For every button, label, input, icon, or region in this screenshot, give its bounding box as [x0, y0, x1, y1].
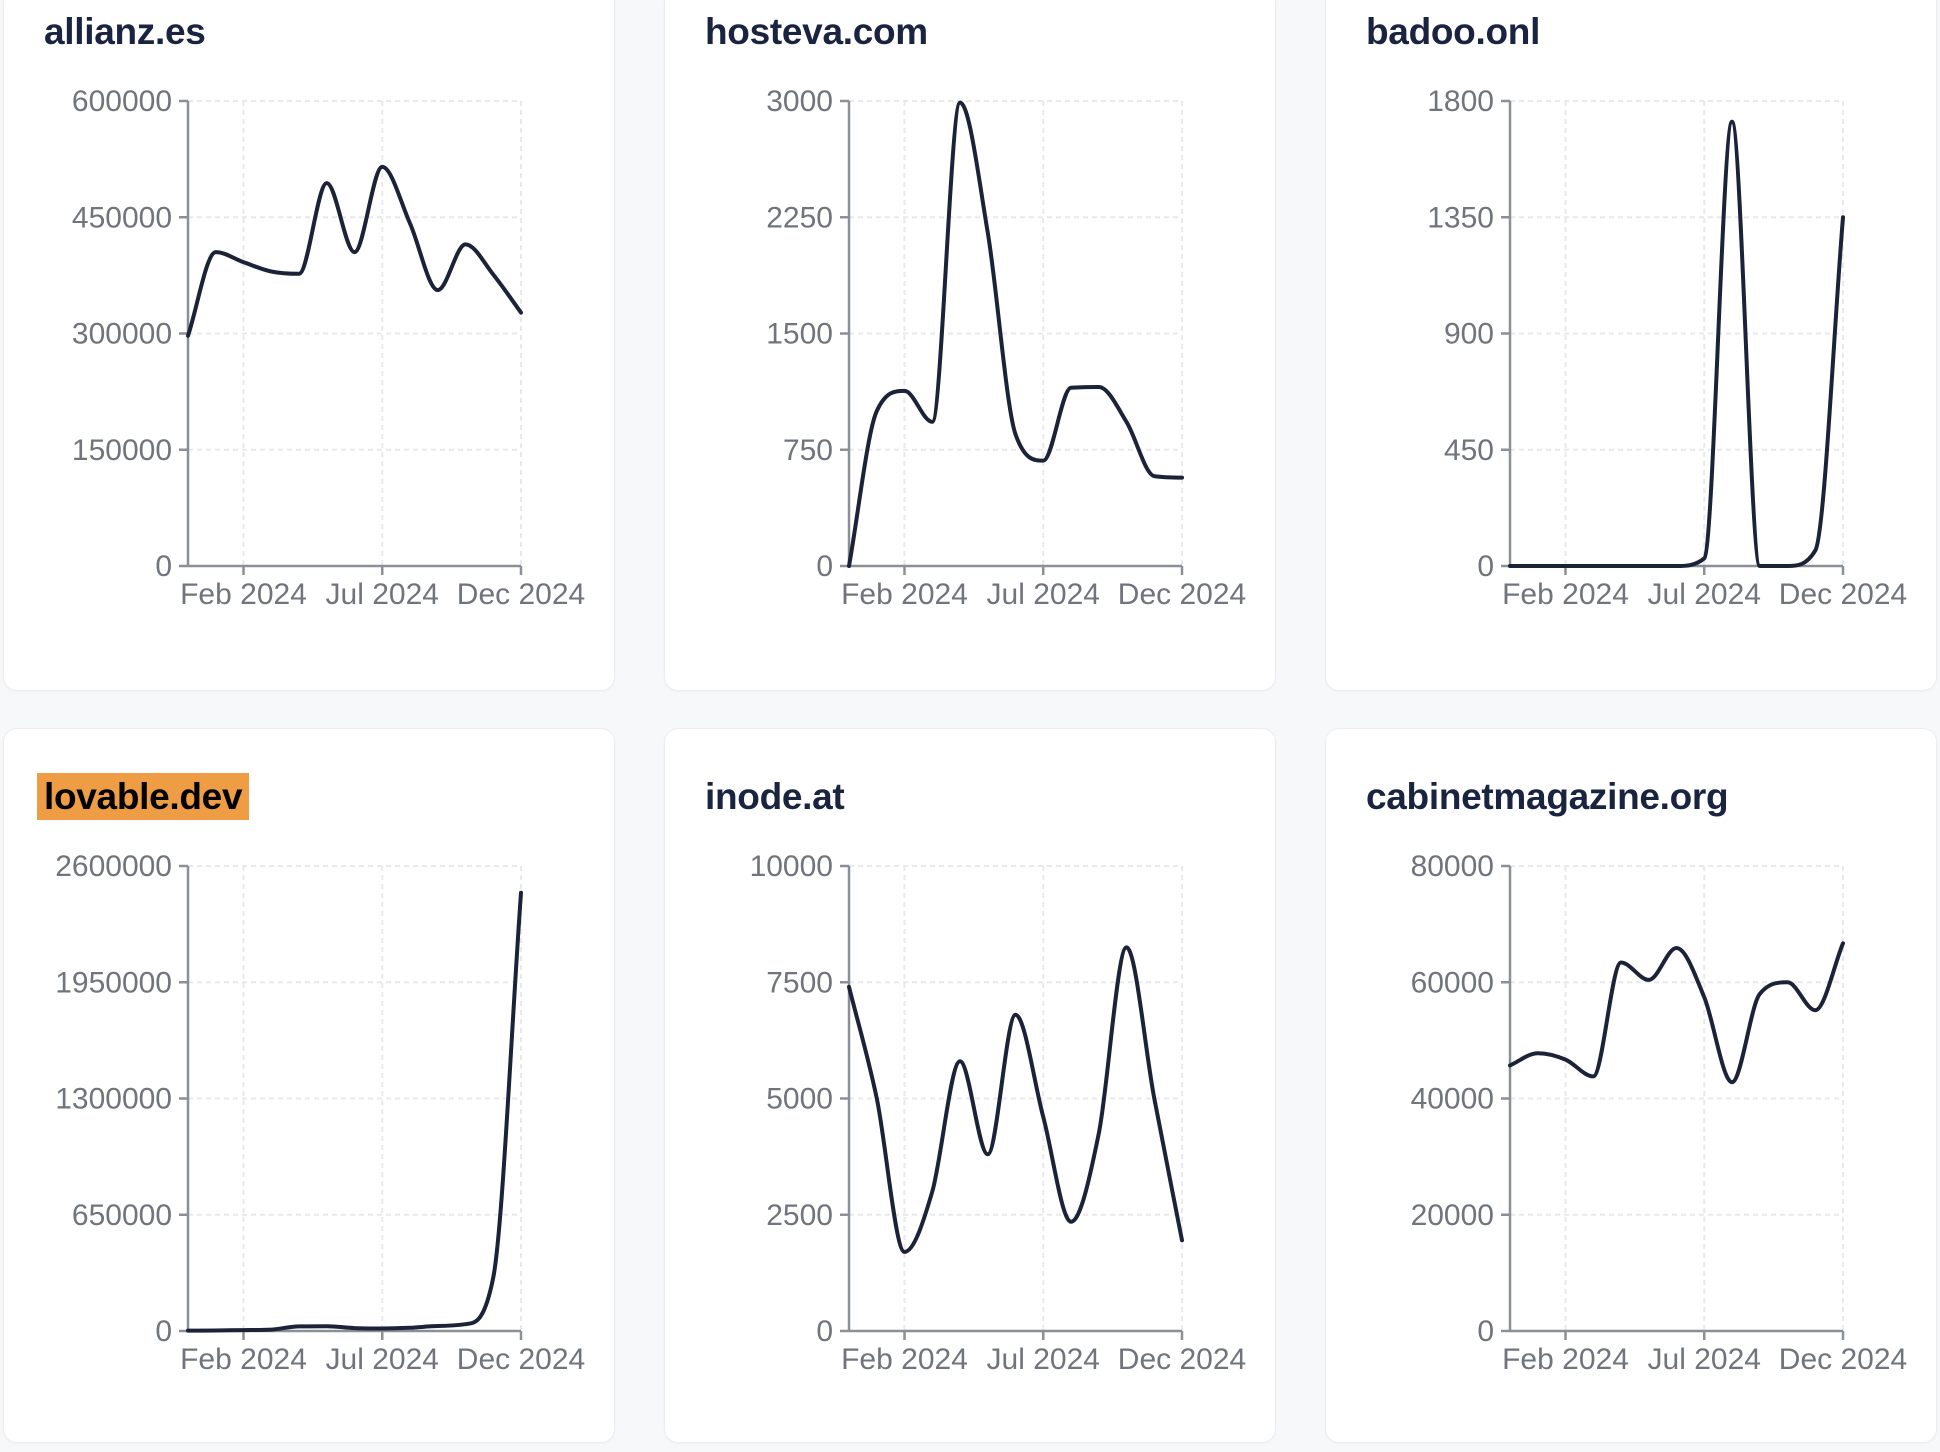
y-tick-label: 750 — [783, 434, 833, 467]
domain-label: inode.at — [705, 776, 845, 817]
card-inode-at: inode.at 0 2500 5000 7500 10000 Feb 2024 Jul 2… — [664, 728, 1276, 1443]
line-chart: 0 2500 5000 7500 10000 Feb 2024 Jul 2024 Dec 20… — [750, 850, 1247, 1376]
domain-label: cabinetmagazine.org — [1366, 776, 1729, 817]
y-tick-label: 650000 — [72, 1199, 172, 1232]
line-chart: 0 450 900 1350 1800 Feb 2024 Jul 2024 Dec 2024 — [1427, 85, 1907, 611]
x-tick-label: Feb 2024 — [180, 578, 307, 611]
chart-title: lovable.dev — [4, 773, 614, 820]
card-lovable-dev: lovable.dev 0 650000 1300000 1950000 2600000… — [3, 728, 615, 1443]
y-tick-label: 1500 — [766, 318, 833, 351]
domain-label: allianz.es — [44, 11, 206, 52]
y-tick-label: 10000 — [750, 850, 833, 883]
x-tick-label: Dec 2024 — [457, 1343, 585, 1376]
line-series — [186, 890, 523, 1333]
y-tick-label: 1350 — [1427, 201, 1494, 234]
y-tick-label: 40000 — [1411, 1083, 1494, 1116]
x-tick-label: Jul 2024 — [1648, 578, 1761, 611]
x-tick-label: Dec 2024 — [457, 578, 585, 611]
x-tick-label: Dec 2024 — [1779, 1343, 1907, 1376]
chart-title: cabinetmagazine.org — [1326, 777, 1936, 817]
y-tick-label: 1800 — [1427, 85, 1494, 118]
x-tick-label: Feb 2024 — [841, 578, 968, 611]
y-tick-label: 7500 — [766, 966, 833, 999]
y-tick-label: 450000 — [72, 201, 172, 234]
x-tick-label: Feb 2024 — [180, 1343, 307, 1376]
line-series — [186, 164, 523, 338]
y-tick-label: 600000 — [72, 85, 172, 118]
card-hosteva-com: hosteva.com 0 750 1500 2250 3000 Feb 2024 Jul … — [664, 0, 1276, 691]
domain-label: badoo.onl — [1366, 11, 1541, 52]
x-tick-label: Feb 2024 — [1502, 1343, 1629, 1376]
card-allianz-es: allianz.es 0 150000 300000 450000 600000 Feb … — [3, 0, 615, 691]
line-chart: 0 750 1500 2250 3000 Feb 2024 Jul 2024 Dec 2024 — [766, 85, 1246, 611]
y-tick-label: 0 — [816, 1315, 833, 1348]
line-chart: 0 20000 40000 60000 80000 Feb 2024 Jul 2024 Dec… — [1411, 850, 1908, 1376]
x-tick-label: Jul 2024 — [987, 578, 1100, 611]
y-tick-label: 2500 — [766, 1199, 833, 1232]
x-tick-label: Feb 2024 — [841, 1343, 968, 1376]
y-tick-label: 900 — [1444, 318, 1494, 351]
y-tick-label: 5000 — [766, 1083, 833, 1116]
y-tick-label: 0 — [816, 550, 833, 583]
y-tick-label: 80000 — [1411, 850, 1494, 883]
y-tick-label: 0 — [155, 1315, 172, 1348]
y-tick-label: 20000 — [1411, 1199, 1494, 1232]
chart-title: inode.at — [665, 777, 1275, 817]
line-series — [847, 945, 1184, 1254]
x-tick-label: Dec 2024 — [1779, 578, 1907, 611]
y-tick-label: 1950000 — [55, 966, 172, 999]
y-tick-label: 0 — [1477, 550, 1494, 583]
chart-title: allianz.es — [4, 12, 614, 52]
y-tick-label: 0 — [1477, 1315, 1494, 1348]
y-tick-label: 1300000 — [55, 1083, 172, 1116]
y-tick-label: 450 — [1444, 434, 1494, 467]
y-tick-label: 2250 — [766, 201, 833, 234]
chart-title: hosteva.com — [665, 12, 1275, 52]
line-series — [847, 100, 1184, 568]
x-tick-label: Dec 2024 — [1118, 578, 1246, 611]
line-series — [1508, 119, 1845, 568]
x-tick-label: Jul 2024 — [326, 1343, 439, 1376]
domain-label-highlighted: lovable.dev — [37, 773, 250, 820]
line-series — [1508, 941, 1845, 1085]
x-tick-label: Jul 2024 — [987, 1343, 1100, 1376]
domain-label: hosteva.com — [705, 11, 928, 52]
card-badoo-onl: badoo.onl 0 450 900 1350 1800 Feb 2024 Jul 202… — [1325, 0, 1937, 691]
y-tick-label: 60000 — [1411, 966, 1494, 999]
y-tick-label: 3000 — [766, 85, 833, 118]
card-cabinetmagazine-org: cabinetmagazine.org 0 20000 40000 60000 8000… — [1325, 728, 1937, 1443]
y-tick-label: 0 — [155, 550, 172, 583]
line-chart: 0 150000 300000 450000 600000 Feb 2024 Jul 202… — [72, 85, 585, 611]
y-tick-label: 2600000 — [55, 850, 172, 883]
x-tick-label: Jul 2024 — [1648, 1343, 1761, 1376]
line-chart: 0 650000 1300000 1950000 2600000 Feb 2024 Jul … — [55, 850, 585, 1376]
chart-title: badoo.onl — [1326, 12, 1936, 52]
y-tick-label: 150000 — [72, 434, 172, 467]
x-tick-label: Jul 2024 — [326, 578, 439, 611]
y-tick-label: 300000 — [72, 318, 172, 351]
x-tick-label: Dec 2024 — [1118, 1343, 1246, 1376]
x-tick-label: Feb 2024 — [1502, 578, 1629, 611]
